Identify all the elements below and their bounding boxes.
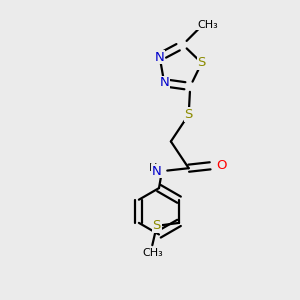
Text: CH₃: CH₃	[142, 248, 163, 258]
Text: S: S	[184, 108, 193, 121]
Text: N: N	[152, 165, 162, 178]
Text: S: S	[153, 219, 161, 232]
Text: CH₃: CH₃	[197, 20, 218, 30]
Text: N: N	[155, 50, 165, 64]
Text: O: O	[217, 159, 227, 172]
Text: N: N	[159, 76, 169, 89]
Text: H: H	[149, 163, 158, 173]
Text: S: S	[197, 56, 206, 69]
